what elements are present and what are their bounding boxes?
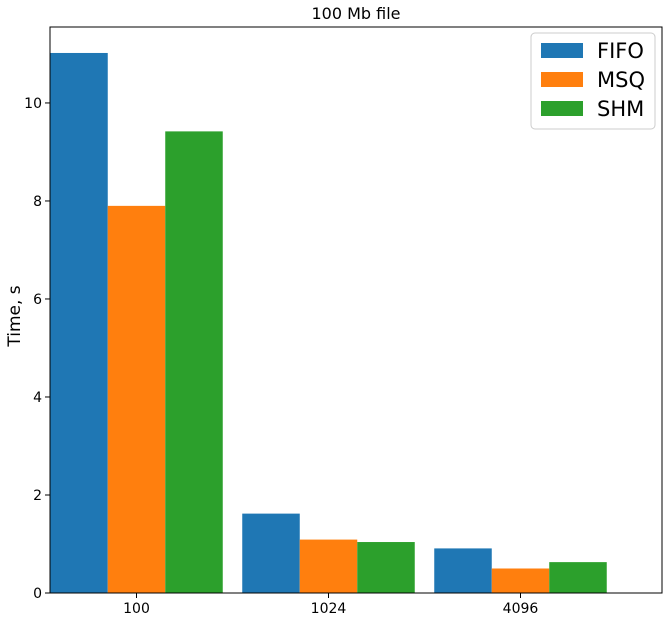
bar-msq-100 xyxy=(107,205,166,594)
legend-label-fifo: FIFO xyxy=(597,39,644,63)
x-tick-label-100: 100 xyxy=(123,601,150,617)
bars-group xyxy=(50,52,607,594)
bar-fifo-4096 xyxy=(434,548,492,593)
y-axis-label: Time, s xyxy=(5,285,25,347)
y-tick-label-10: 10 xyxy=(24,96,42,112)
legend: FIFO MSQ SHM xyxy=(530,32,656,130)
y-tick-label-4: 4 xyxy=(33,390,42,406)
y-tick-label-6: 6 xyxy=(33,292,42,308)
legend-label-shm: SHM xyxy=(597,97,644,121)
y-tick-label-0: 0 xyxy=(33,586,42,602)
legend-swatch-shm xyxy=(541,101,583,116)
x-tick-label-1024: 1024 xyxy=(311,601,347,617)
chart-title: 100 Mb file xyxy=(311,4,400,23)
x-tick-label-4096: 4096 xyxy=(503,601,539,617)
bar-fifo-1024 xyxy=(242,513,300,593)
bar-msq-1024 xyxy=(299,539,358,593)
bar-fifo-100 xyxy=(50,52,108,594)
legend-label-msq: MSQ xyxy=(597,68,645,92)
y-tick-label-2: 2 xyxy=(33,488,42,504)
bar-shm-100 xyxy=(165,131,223,594)
bar-shm-4096 xyxy=(549,562,607,593)
bar-shm-1024 xyxy=(357,542,415,593)
ticks-group: 100 1024 4096 0 2 4 6 8 10 xyxy=(24,96,538,617)
legend-swatch-msq xyxy=(541,72,583,87)
plot-frame xyxy=(49,26,663,594)
bar-msq-4096 xyxy=(491,568,550,593)
legend-swatch-fifo xyxy=(541,43,583,58)
y-tick-label-8: 8 xyxy=(33,194,42,210)
